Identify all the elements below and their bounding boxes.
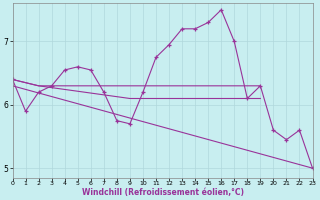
X-axis label: Windchill (Refroidissement éolien,°C): Windchill (Refroidissement éolien,°C) [82,188,244,197]
